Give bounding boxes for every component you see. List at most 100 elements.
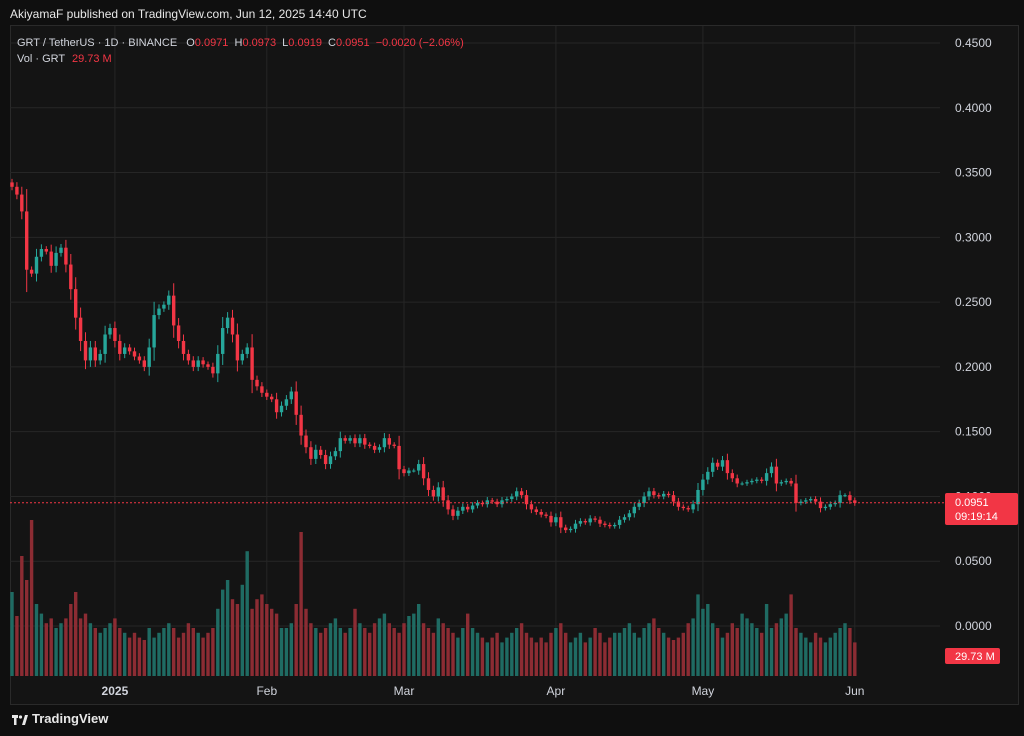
volume-bar bbox=[608, 637, 612, 676]
candle-body bbox=[534, 509, 538, 512]
tradingview-footer[interactable]: TradingView bbox=[12, 711, 108, 726]
candle-body bbox=[813, 499, 818, 502]
volume-bar bbox=[201, 637, 205, 676]
candle-body bbox=[706, 471, 710, 480]
candle bbox=[69, 253, 73, 300]
candle bbox=[294, 381, 298, 425]
volume-bar bbox=[39, 613, 44, 676]
volume-bar bbox=[446, 628, 450, 676]
candle-body bbox=[764, 473, 769, 481]
candle bbox=[534, 506, 538, 515]
volume-bar bbox=[495, 632, 499, 676]
volume-bar bbox=[407, 616, 411, 676]
candle-body bbox=[353, 438, 357, 444]
candle-body bbox=[598, 519, 602, 524]
volume-bar bbox=[113, 618, 117, 676]
candle bbox=[343, 435, 347, 444]
candle-body bbox=[74, 289, 78, 318]
candle bbox=[127, 344, 132, 355]
volume-bar bbox=[15, 616, 19, 676]
volume-bar bbox=[240, 584, 244, 676]
candle-body bbox=[833, 502, 837, 505]
candle bbox=[176, 318, 181, 349]
time-axis[interactable]: 2025 Feb Mar Apr May Jun bbox=[102, 684, 865, 698]
volume-bar bbox=[323, 628, 328, 676]
volume-bar bbox=[568, 642, 573, 676]
candle bbox=[510, 493, 514, 502]
candle-body bbox=[392, 444, 396, 446]
volume-bar bbox=[617, 632, 622, 676]
volume-bar bbox=[377, 618, 382, 676]
candle-body bbox=[10, 182, 14, 187]
candle-body bbox=[181, 340, 186, 354]
candle bbox=[490, 497, 494, 505]
candle-body bbox=[304, 435, 308, 448]
candle-body bbox=[127, 347, 132, 352]
y-tick-label: 0.0000 bbox=[955, 619, 992, 633]
candle bbox=[333, 447, 338, 461]
volume-bar bbox=[593, 628, 597, 676]
candle bbox=[382, 433, 387, 453]
candle-body bbox=[671, 495, 676, 502]
volume-bar bbox=[147, 628, 151, 676]
candle-body bbox=[603, 523, 607, 525]
tradingview-logo-icon bbox=[12, 714, 28, 725]
candle-body bbox=[657, 495, 661, 497]
volume-bar bbox=[657, 628, 661, 676]
volume-bar bbox=[353, 608, 357, 676]
candle-body bbox=[578, 521, 583, 524]
volume-bar bbox=[372, 623, 377, 676]
candle-body bbox=[583, 521, 587, 523]
candle bbox=[470, 502, 475, 513]
candle bbox=[642, 492, 646, 508]
candle bbox=[407, 467, 411, 476]
volume-bar bbox=[637, 637, 641, 676]
candle-body bbox=[372, 445, 377, 450]
volume-bar bbox=[813, 632, 818, 676]
volume-label[interactable]: Vol · GRT bbox=[17, 53, 65, 65]
volume-bar bbox=[480, 637, 485, 676]
candle bbox=[686, 505, 690, 512]
candle bbox=[505, 496, 509, 503]
symbol-name[interactable]: GRT / TetherUS · 1D · BINANCE bbox=[17, 37, 178, 49]
volume-bar bbox=[588, 637, 592, 676]
candle bbox=[515, 487, 519, 501]
candle bbox=[64, 239, 68, 273]
candle-body bbox=[363, 438, 367, 445]
y-tick-label: 0.0500 bbox=[955, 554, 992, 568]
candle bbox=[500, 497, 504, 508]
volume-bar bbox=[348, 628, 352, 676]
candle bbox=[461, 503, 465, 514]
volume-bar bbox=[764, 604, 769, 676]
volume-bar bbox=[118, 628, 122, 676]
volume-bar bbox=[838, 628, 842, 676]
volume-bar bbox=[578, 632, 583, 676]
candle-body bbox=[201, 360, 205, 365]
candle-body bbox=[103, 334, 107, 354]
candle-body bbox=[431, 489, 436, 497]
candle bbox=[412, 468, 416, 473]
candle bbox=[142, 356, 146, 372]
high-label: H bbox=[234, 37, 243, 49]
volume-bar bbox=[843, 623, 847, 676]
volume-bar bbox=[789, 594, 793, 676]
price-axis[interactable]: 0.4500 0.4000 0.3500 0.3000 0.2500 0.2000 0.15… bbox=[955, 36, 992, 633]
volume-bar bbox=[343, 632, 347, 676]
candle-body bbox=[49, 251, 53, 266]
candle bbox=[848, 491, 852, 505]
volume-bar bbox=[235, 604, 240, 676]
candle-body bbox=[88, 347, 93, 361]
candle-body bbox=[137, 356, 142, 361]
candle-body bbox=[343, 438, 347, 441]
chart-panel[interactable] bbox=[10, 25, 1019, 705]
candle bbox=[691, 500, 695, 514]
candle-body bbox=[147, 347, 151, 367]
candle bbox=[730, 469, 734, 483]
x-tick-label: Jun bbox=[845, 684, 864, 698]
candle bbox=[377, 444, 382, 453]
candle bbox=[245, 343, 249, 359]
candle bbox=[818, 497, 823, 513]
volume-bar bbox=[74, 592, 78, 676]
candle-body bbox=[83, 340, 88, 361]
